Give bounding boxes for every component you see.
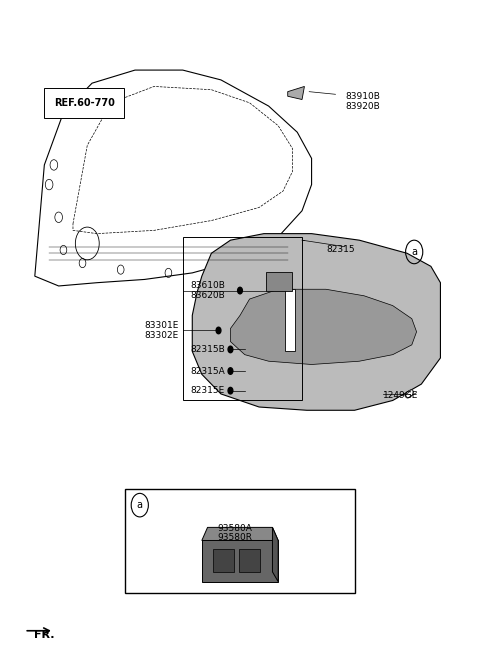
Polygon shape — [192, 234, 441, 410]
Bar — [125, 489, 355, 593]
Polygon shape — [202, 541, 278, 581]
Text: a: a — [411, 247, 417, 257]
Text: a: a — [137, 500, 143, 510]
Text: 82315A: 82315A — [190, 367, 225, 376]
Bar — [213, 549, 234, 572]
Text: 82315B: 82315B — [190, 345, 225, 354]
Polygon shape — [285, 289, 295, 351]
Text: FR.: FR. — [34, 629, 54, 640]
Circle shape — [238, 287, 242, 294]
Text: 93580R: 93580R — [218, 533, 253, 542]
Text: REF.60-770: REF.60-770 — [54, 98, 115, 108]
Circle shape — [228, 368, 233, 374]
Bar — [183, 237, 302, 401]
Circle shape — [228, 346, 233, 353]
Polygon shape — [273, 528, 278, 581]
Polygon shape — [288, 87, 304, 99]
Text: 83620B: 83620B — [190, 291, 225, 300]
Text: 83920B: 83920B — [345, 102, 380, 110]
Ellipse shape — [406, 390, 413, 398]
Bar — [239, 549, 260, 572]
Text: 1249GE: 1249GE — [383, 392, 419, 400]
Polygon shape — [202, 528, 278, 541]
Circle shape — [216, 327, 221, 334]
Text: 82315: 82315 — [326, 246, 355, 254]
Text: 83302E: 83302E — [144, 330, 179, 340]
Bar — [266, 272, 292, 290]
Text: 83910B: 83910B — [345, 92, 380, 101]
Text: 83301E: 83301E — [144, 321, 179, 330]
Text: 83610B: 83610B — [190, 281, 225, 290]
Polygon shape — [230, 289, 417, 365]
Circle shape — [228, 388, 233, 394]
Text: 93580A: 93580A — [218, 524, 252, 533]
Text: 82315E: 82315E — [190, 386, 224, 395]
